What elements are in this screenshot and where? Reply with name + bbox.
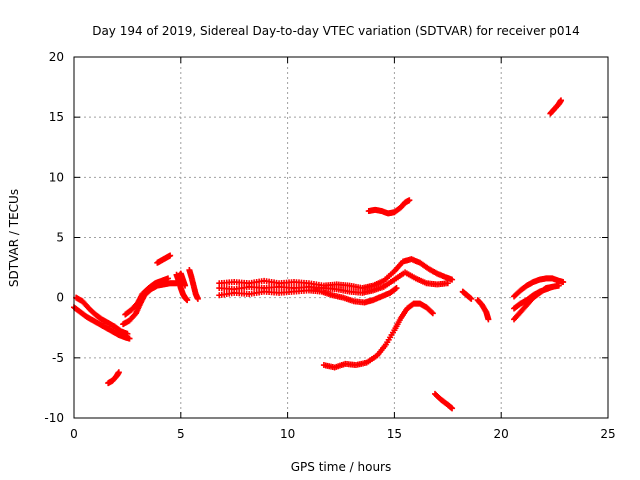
series-arc-e xyxy=(122,275,171,318)
data-point xyxy=(449,276,456,283)
x-tick-label: 15 xyxy=(387,427,402,441)
y-tick-label: 5 xyxy=(56,231,64,245)
series-arc-u xyxy=(547,97,565,117)
series-arc-p xyxy=(459,288,475,302)
data-point xyxy=(549,283,556,290)
data-point xyxy=(449,405,456,412)
y-tick-label: 10 xyxy=(49,170,64,184)
axis-ticks: 0 5 10 15 20 25 -10 -5 0 5 10 15 20 xyxy=(44,50,615,441)
series-arc-n xyxy=(365,197,413,217)
series-arc-l xyxy=(216,285,400,306)
data-point xyxy=(164,275,171,282)
series-arc-f xyxy=(154,252,174,266)
series-arc-c xyxy=(105,369,122,387)
series-arc-i xyxy=(186,266,201,302)
data-point xyxy=(428,309,435,316)
series-arc-t xyxy=(511,283,556,312)
series-arc-r xyxy=(511,275,567,300)
grid xyxy=(74,57,608,418)
data-points xyxy=(71,97,567,412)
data-point xyxy=(167,252,174,259)
x-tick-label: 25 xyxy=(600,427,615,441)
chart-title: Day 194 of 2019, Sidereal Day-to-day VTE… xyxy=(92,24,580,38)
x-tick-label: 5 xyxy=(177,427,185,441)
data-point xyxy=(429,310,436,317)
y-tick-label: 15 xyxy=(49,110,64,124)
data-point xyxy=(406,197,413,204)
x-tick-label: 20 xyxy=(494,427,509,441)
series-arc-o xyxy=(431,390,456,412)
y-axis-label: SDTVAR / TECUs xyxy=(7,189,21,287)
series-arc-a xyxy=(71,304,133,342)
data-point xyxy=(392,285,399,292)
series-arc-m xyxy=(320,300,436,371)
data-point xyxy=(560,279,567,286)
data-point xyxy=(184,297,191,304)
data-point xyxy=(126,335,133,342)
data-point xyxy=(485,316,492,323)
y-tick-label: -5 xyxy=(52,351,64,365)
data-point xyxy=(124,330,131,337)
data-point xyxy=(555,282,562,289)
x-tick-label: 10 xyxy=(280,427,295,441)
series-arc-h xyxy=(175,270,189,289)
data-point xyxy=(468,295,475,302)
data-point xyxy=(393,285,400,292)
data-point xyxy=(558,97,565,104)
data-point xyxy=(182,282,189,289)
series-arc-q xyxy=(474,297,492,323)
data-point xyxy=(444,280,451,287)
plot-frame xyxy=(73,56,609,419)
data-point xyxy=(194,295,201,302)
x-axis-label: GPS time / hours xyxy=(291,460,392,474)
data-point xyxy=(115,369,122,376)
x-tick-label: 0 xyxy=(70,427,78,441)
y-tick-label: 0 xyxy=(56,291,64,305)
y-tick-label: 20 xyxy=(49,50,64,64)
series-arc-k xyxy=(216,256,456,292)
y-tick-label: -10 xyxy=(44,411,64,425)
